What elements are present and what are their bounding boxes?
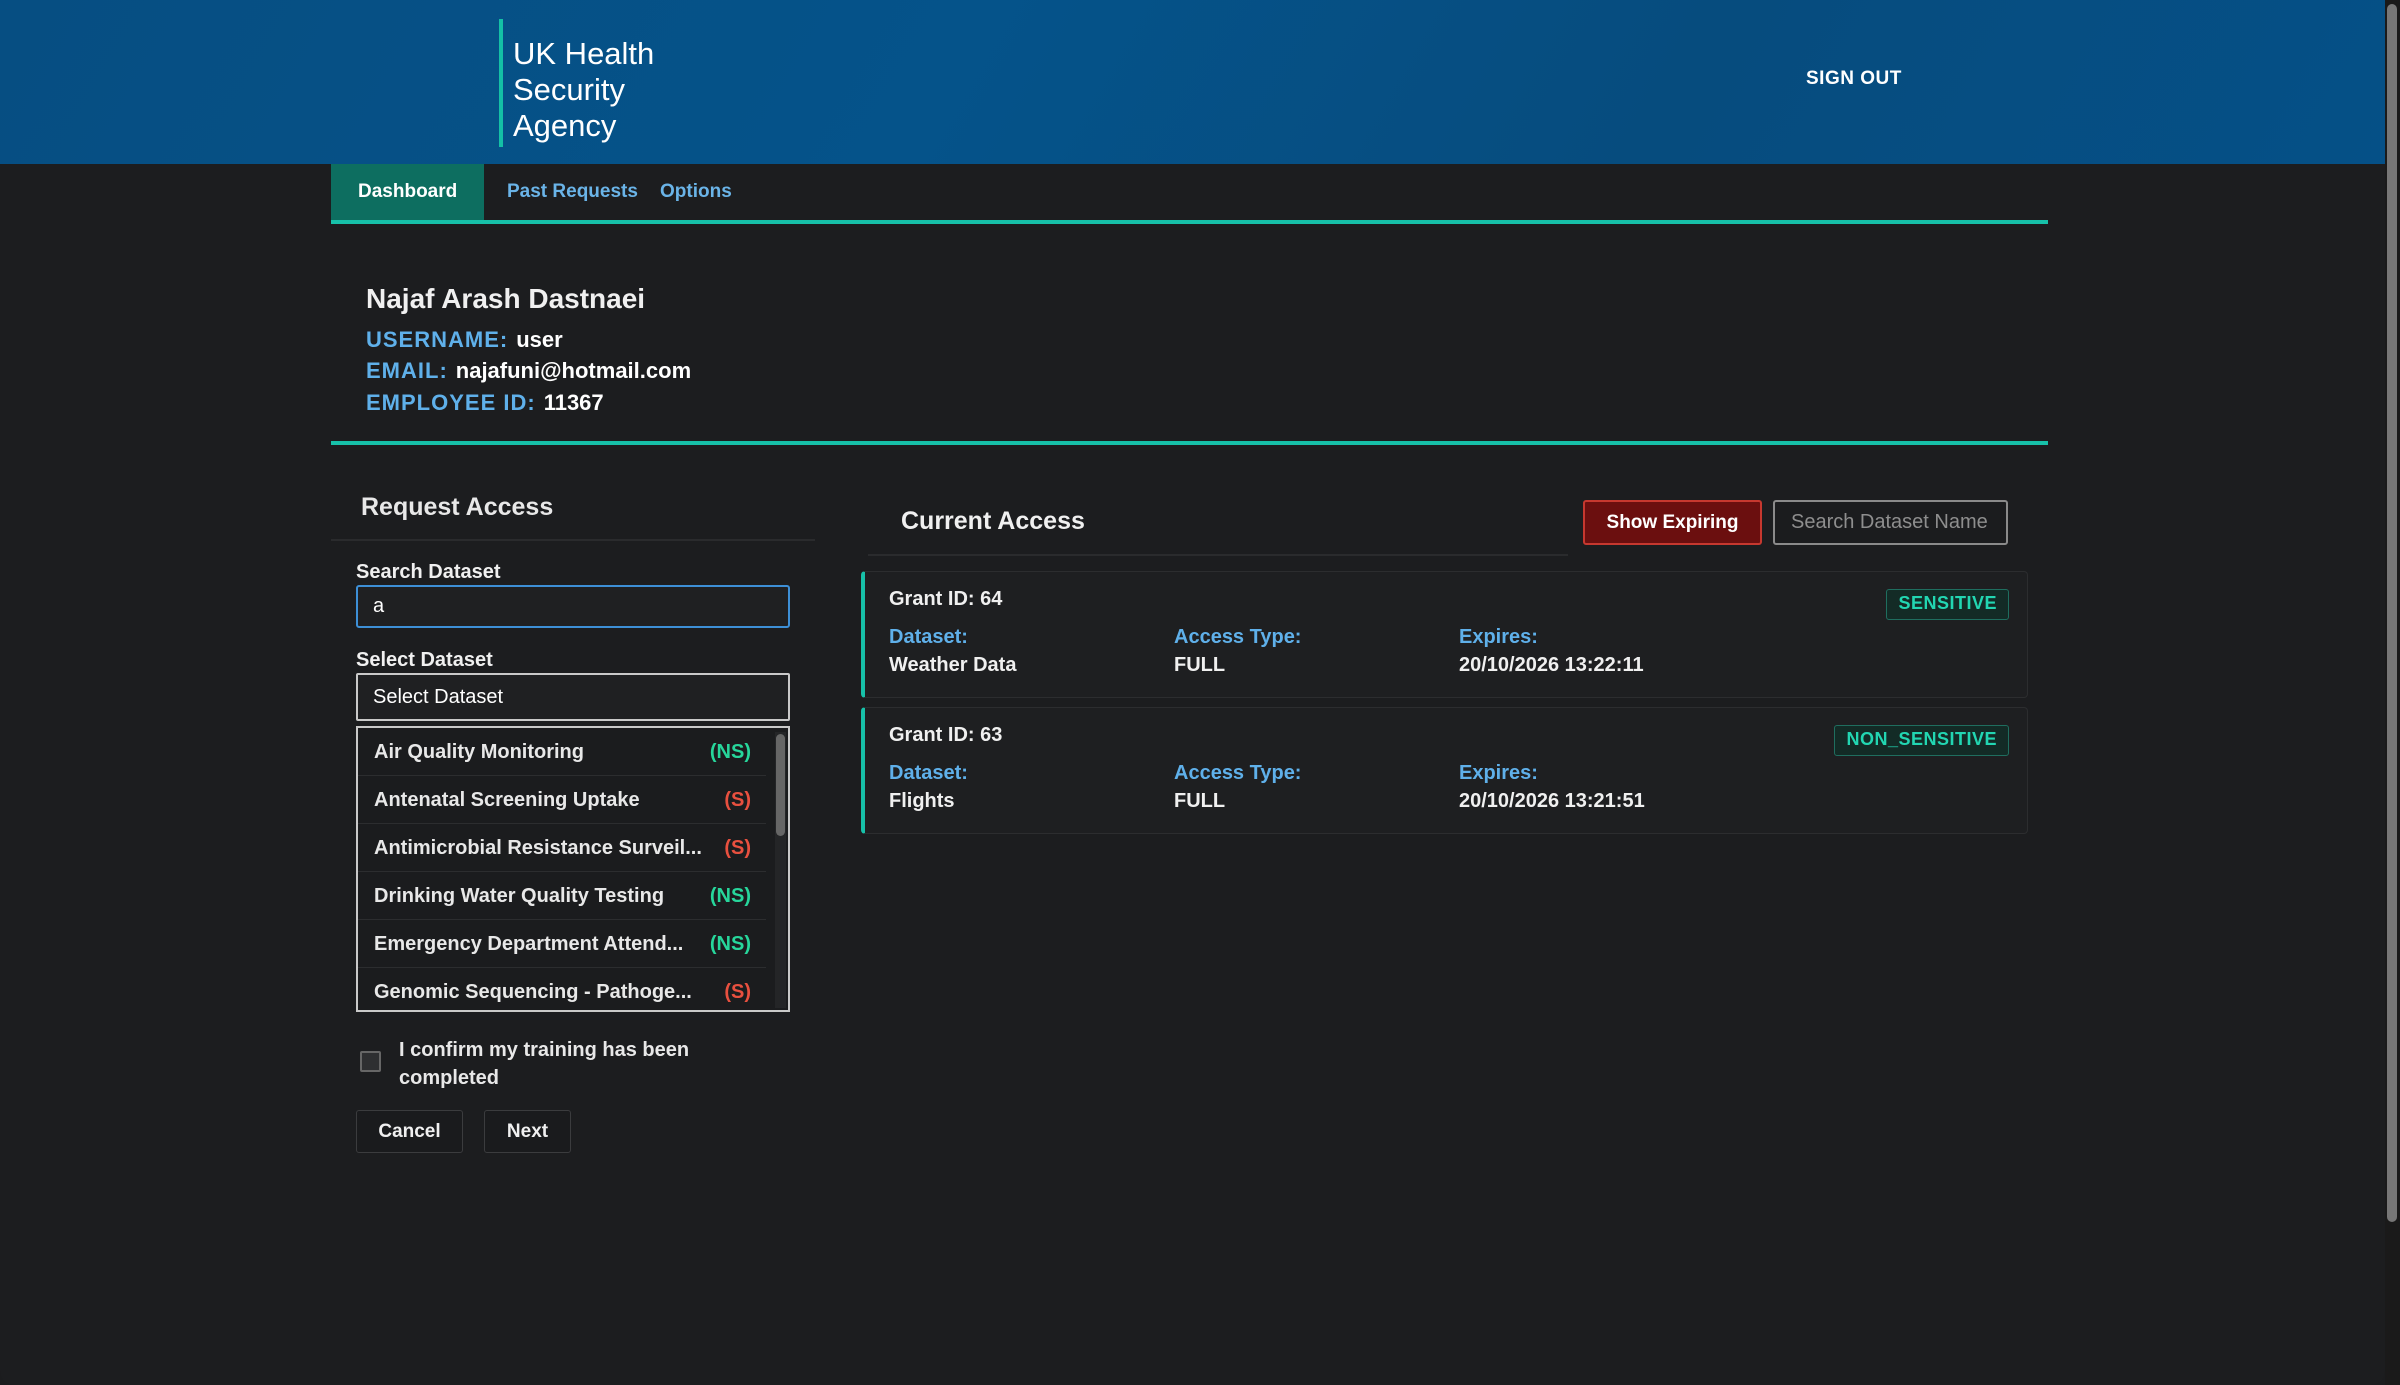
expires-label: Expires: [1459, 626, 1538, 648]
dataset-label: Dataset: [889, 626, 968, 648]
access-type-label: Access Type: [1174, 626, 1302, 648]
grant-id: Grant ID: 64 [889, 588, 1003, 610]
dropdown-scrollbar-thumb[interactable] [776, 734, 785, 836]
dataset-option[interactable]: Antimicrobial Resistance Surveil... (S) [358, 824, 766, 872]
dataset-option[interactable]: Drinking Water Quality Testing (NS) [358, 872, 766, 920]
dataset-option-name: Antenatal Screening Uptake [374, 789, 640, 811]
tab-past-requests[interactable]: Past Requests [507, 181, 638, 202]
dataset-option-name: Genomic Sequencing - Pathoge... [374, 981, 692, 1003]
divider [331, 539, 815, 541]
expires-label: Expires: [1459, 762, 1538, 784]
employee-id-row: EMPLOYEE ID: 11367 [366, 390, 604, 416]
main-nav: Dashboard Past Requests Options [331, 164, 2048, 224]
show-expiring-button[interactable]: Show Expiring [1583, 500, 1762, 545]
profile-panel: Najaf Arash Dastnaei USERNAME: user EMAIL… [331, 224, 2048, 445]
expires-value: 20/10/2026 13:22:11 [1459, 654, 1644, 676]
tab-dashboard[interactable]: Dashboard [331, 164, 485, 220]
dataset-option-name: Emergency Department Attend... [374, 933, 684, 955]
next-button[interactable]: Next [484, 1110, 571, 1153]
search-dataset-input[interactable] [356, 585, 790, 628]
email-value: najafuni@hotmail.com [455, 358, 692, 383]
training-confirm-label: I confirm my training has been completed [399, 1039, 690, 1089]
dataset-label: Dataset: [889, 762, 968, 784]
logo-accent-bar [499, 19, 503, 147]
dataset-option-tag: (NS) [709, 933, 751, 955]
header: UK Health Security Agency SIGN OUT [0, 0, 2385, 164]
page-scrollbar-thumb[interactable] [2387, 4, 2397, 1222]
employee-id-value: 11367 [543, 390, 604, 415]
grant-card: Grant ID: 63 NON_SENSITIVE Dataset: Acce… [861, 707, 2028, 834]
dataset-option[interactable]: Air Quality Monitoring (NS) [358, 728, 766, 776]
profile-name: Najaf Arash Dastnaei [366, 283, 646, 314]
employee-id-label: EMPLOYEE ID: [366, 390, 536, 415]
dataset-option-tag: (S) [724, 981, 751, 1003]
grant-card: Grant ID: 64 SENSITIVE Dataset: Access T… [861, 571, 2028, 698]
dataset-option-name: Drinking Water Quality Testing [374, 885, 665, 907]
dataset-options-list: Air Quality Monitoring (NS) Antenatal Sc… [356, 726, 790, 1012]
access-type-label: Access Type: [1174, 762, 1302, 784]
cancel-button[interactable]: Cancel [356, 1110, 463, 1153]
tab-options[interactable]: Options [660, 181, 732, 202]
request-access-title: Request Access [361, 493, 554, 521]
grant-id: Grant ID: 63 [889, 724, 1003, 746]
logo-line: UK Health [513, 36, 655, 71]
username-label: USERNAME: [366, 327, 509, 352]
divider [868, 554, 1568, 556]
email-row: EMAIL: najafuni@hotmail.com [366, 358, 691, 384]
dataset-option[interactable]: Genomic Sequencing - Pathoge... (S) [358, 968, 766, 1010]
logo-line: Security [513, 72, 625, 107]
dataset-option[interactable]: Antenatal Screening Uptake (S) [358, 776, 766, 824]
logo-line: Agency [513, 108, 617, 143]
email-label: EMAIL: [366, 358, 448, 383]
dataset-option-name: Air Quality Monitoring [374, 741, 584, 763]
dataset-option[interactable]: Emergency Department Attend... (NS) [358, 920, 766, 968]
current-access-title: Current Access [901, 507, 1085, 535]
sensitivity-badge: NON_SENSITIVE [1834, 725, 2009, 756]
search-dataset-name-input[interactable] [1773, 500, 2008, 545]
dropdown-scrollbar-track[interactable] [775, 732, 786, 1008]
sensitivity-badge: SENSITIVE [1886, 589, 2009, 620]
dataset-option-tag: (S) [724, 837, 751, 859]
dataset-option-tag: (NS) [709, 741, 751, 763]
training-confirm-checkbox[interactable] [360, 1051, 381, 1072]
username-row: USERNAME: user [366, 327, 563, 353]
agency-logo[interactable]: UK Health Security Agency [513, 36, 713, 144]
dataset-value: Flights [889, 790, 955, 812]
dataset-option-tag: (S) [724, 789, 751, 811]
access-type-value: FULL [1174, 654, 1226, 676]
select-dataset-label: Select Dataset [356, 649, 493, 671]
dataset-option-name: Antimicrobial Resistance Surveil... [374, 837, 702, 859]
dataset-option-tag: (NS) [709, 885, 751, 907]
search-dataset-label: Search Dataset [356, 561, 501, 583]
select-dataset-dropdown[interactable]: Select Dataset [356, 673, 790, 721]
sign-out-link[interactable]: SIGN OUT [1806, 68, 1902, 89]
expires-value: 20/10/2026 13:21:51 [1459, 790, 1645, 812]
username-value: user [516, 327, 563, 352]
access-type-value: FULL [1174, 790, 1226, 812]
dataset-value: Weather Data [889, 654, 1017, 676]
